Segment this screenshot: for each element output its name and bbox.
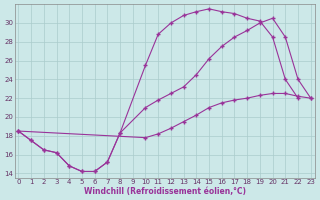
X-axis label: Windchill (Refroidissement éolien,°C): Windchill (Refroidissement éolien,°C) [84, 187, 245, 196]
